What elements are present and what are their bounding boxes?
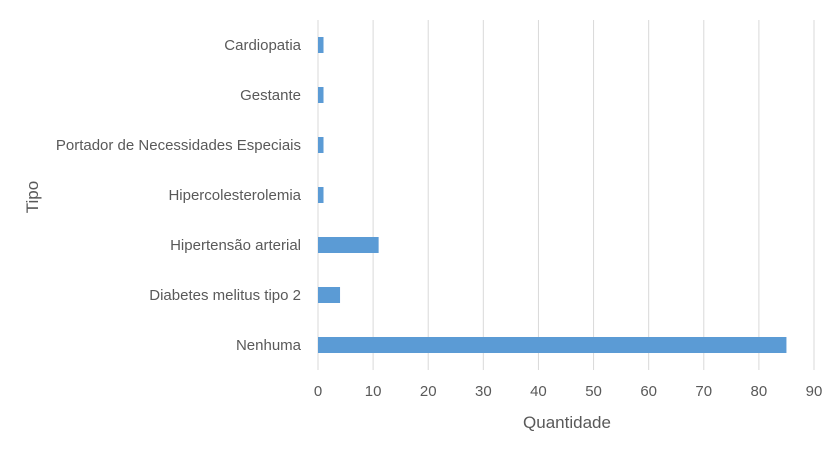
bars <box>318 37 787 353</box>
category-label: Portador de Necessidades Especiais <box>56 137 301 154</box>
bar <box>318 337 787 353</box>
category-label: Hipertensão arterial <box>170 237 301 254</box>
bar <box>318 237 379 253</box>
category-label: Hipercolesterolemia <box>168 187 301 204</box>
gridlines <box>317 20 815 370</box>
x-tick-label: 10 <box>365 383 382 400</box>
category-label: Nenhuma <box>236 337 302 354</box>
bar <box>318 187 324 203</box>
bar <box>318 37 324 53</box>
category-label: Gestante <box>240 87 301 104</box>
bar <box>318 137 324 153</box>
x-tick-label: 0 <box>314 383 322 400</box>
x-tick-label: 90 <box>806 383 823 400</box>
x-tick-label: 40 <box>530 383 547 400</box>
x-tick-label: 20 <box>420 383 437 400</box>
x-tick-label: 30 <box>475 383 492 400</box>
x-tick-label: 70 <box>695 383 712 400</box>
category-label: Diabetes melitus tipo 2 <box>149 287 301 304</box>
category-labels: Cardiopatia Gestante Portador de Necessida… <box>56 37 302 354</box>
bar <box>318 287 341 303</box>
x-tick-label: 50 <box>585 383 602 400</box>
x-axis-title: Quantidade <box>523 413 611 432</box>
x-axis-ticks: 0 10 20 30 40 50 60 70 80 90 <box>314 383 823 400</box>
x-tick-label: 60 <box>640 383 657 400</box>
category-label: Cardiopatia <box>224 37 301 54</box>
bar <box>318 87 324 103</box>
y-axis-title: Tipo <box>23 181 42 213</box>
x-tick-label: 80 <box>751 383 768 400</box>
